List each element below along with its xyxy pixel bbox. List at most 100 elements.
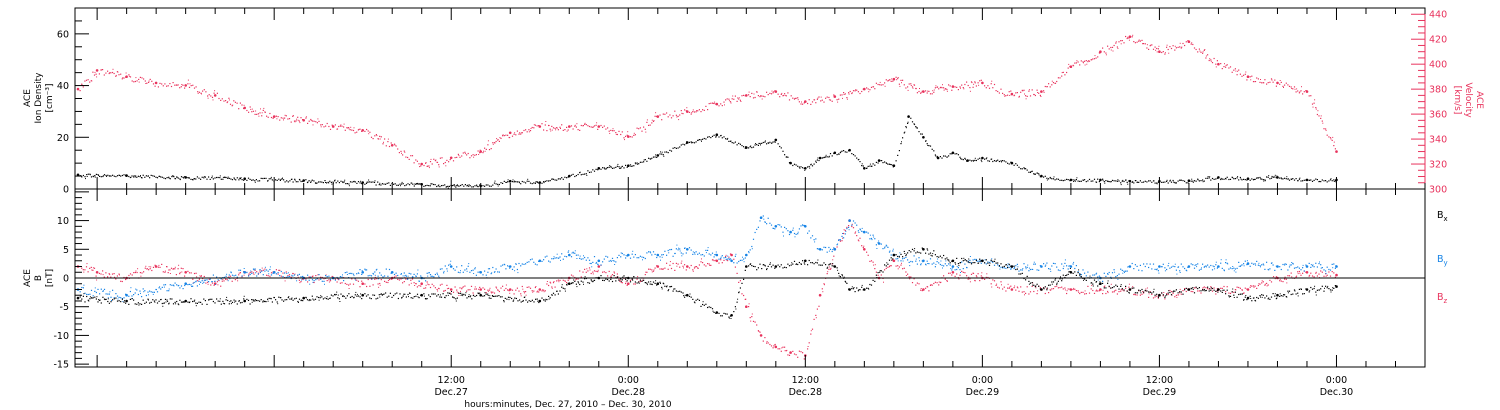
trace-dot [845, 281, 847, 283]
trace-dot [792, 97, 794, 99]
trace-dot [1059, 179, 1061, 181]
trace-dot [743, 261, 745, 263]
trace-dot [147, 298, 149, 300]
trace-dot [623, 254, 625, 256]
trace-dot [992, 279, 994, 281]
trace-dot [1309, 179, 1311, 181]
trace-dot [920, 263, 922, 265]
trace-dot [98, 272, 100, 274]
trace-dot [1197, 290, 1199, 292]
trace-dot [881, 160, 883, 162]
trace-dot [1120, 184, 1122, 186]
trace-dot [241, 276, 243, 278]
trace-dot [372, 181, 374, 183]
trace-dot [905, 127, 907, 129]
trace-dot [470, 155, 473, 157]
trace-dot [807, 346, 809, 347]
trace-dot [219, 177, 221, 179]
trace-dot [736, 100, 738, 102]
trace-dot [1168, 262, 1170, 264]
trace-dot [1067, 179, 1069, 181]
trace-dot [404, 185, 406, 187]
trace-dot [708, 253, 710, 255]
trace-dot [1013, 287, 1015, 289]
trace-dot [230, 178, 232, 180]
trace-dot [105, 272, 107, 274]
trace-dot [695, 141, 697, 143]
trace-dot [297, 119, 299, 121]
trace-dot [566, 284, 568, 286]
trace-dot [227, 177, 229, 179]
trace-dot [152, 293, 154, 295]
data-point [361, 293, 365, 297]
trace-dot [556, 127, 558, 129]
trace-dot [426, 298, 428, 300]
trace-dot [111, 71, 114, 74]
trace-dot [1015, 289, 1017, 291]
trace-dot [1163, 292, 1165, 293]
trace-dot [297, 302, 299, 303]
trace-dot [600, 124, 602, 127]
trace-dot [249, 273, 251, 276]
trace-dot [1066, 178, 1068, 180]
trace-dot [734, 141, 736, 143]
trace-dot [899, 85, 901, 87]
trace-dot [693, 267, 696, 269]
trace-dot [1241, 179, 1243, 181]
trace-dot [1098, 290, 1100, 292]
trace-dot [837, 101, 839, 103]
trace-dot [208, 299, 210, 301]
trace-dot [902, 79, 904, 81]
trace-dot [141, 303, 143, 305]
trace-dot [1002, 288, 1004, 290]
trace-dot [1062, 267, 1064, 270]
trace-dot [1315, 107, 1317, 109]
trace-dot [908, 83, 910, 85]
trace-dot [956, 273, 958, 275]
trace-dot [255, 110, 257, 112]
trace-dot [294, 121, 296, 123]
trace-dot [612, 260, 614, 261]
trace-dot [487, 290, 489, 292]
trace-dot [935, 85, 937, 87]
trace-dot [774, 141, 776, 143]
trace-dot [1075, 179, 1077, 181]
trace-dot [1051, 178, 1053, 180]
trace-dot [1285, 278, 1287, 280]
trace-dot [712, 102, 714, 104]
data-point [1305, 178, 1309, 182]
trace-dot [544, 300, 546, 302]
trace-dot [844, 229, 846, 232]
trace-dot [855, 231, 857, 233]
trace-dot [828, 268, 830, 270]
trace-dot [940, 86, 942, 88]
trace-dot [493, 271, 496, 273]
trace-dot [944, 278, 946, 280]
trace-dot [985, 158, 987, 160]
trace-dot [511, 268, 514, 270]
trace-dot [431, 293, 433, 295]
trace-dot [308, 279, 310, 281]
trace-dot [1090, 288, 1092, 290]
trace-dot [895, 76, 897, 78]
trace-dot [1279, 83, 1281, 85]
trace-dot [549, 261, 551, 263]
trace-dot [326, 296, 328, 298]
trace-dot [1280, 177, 1282, 179]
trace-dot [754, 144, 756, 146]
trace-dot [168, 302, 170, 304]
trace-dot [161, 176, 163, 178]
trace-dot [926, 286, 928, 288]
trace-dot [218, 280, 220, 282]
trace-dot [1329, 179, 1332, 181]
trace-dot [797, 97, 799, 99]
trace-dot [1087, 271, 1089, 273]
trace-dot [492, 142, 494, 144]
trace-dot [110, 72, 112, 74]
trace-dot [338, 298, 340, 300]
trace-dot [737, 97, 739, 99]
trace-dot [578, 282, 580, 284]
trace-dot [1169, 180, 1171, 182]
trace-dot [913, 278, 915, 280]
trace-dot [897, 154, 899, 156]
